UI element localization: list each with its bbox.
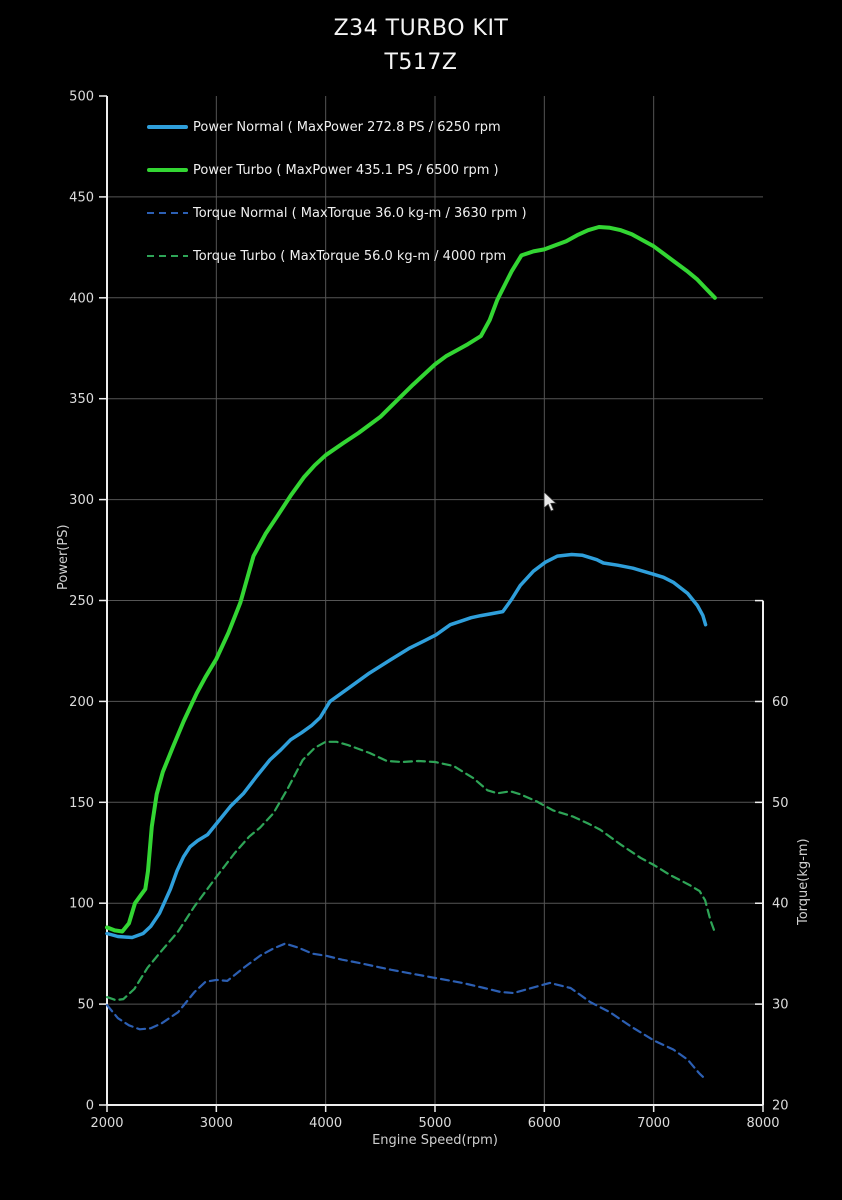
chart-subtitle: T517Z: [384, 50, 458, 75]
bottom-tick-label: 5000: [418, 1116, 451, 1131]
x-axis-label: Engine Speed(rpm): [372, 1133, 498, 1148]
left-tick-label: 0: [86, 1099, 94, 1114]
legend-label: Power Normal ( MaxPower 272.8 PS / 6250 …: [193, 119, 501, 135]
mouse-cursor-icon: [543, 491, 557, 512]
left-tick-label: 400: [69, 291, 94, 306]
left-tick-label: 250: [69, 594, 94, 609]
right-tick-label: 60: [772, 695, 789, 710]
y-axis-label-torque: Torque(kg-m): [796, 838, 811, 925]
bottom-tick-label: 3000: [200, 1116, 233, 1131]
legend-item-torque-turbo: Torque Turbo ( MaxTorque 56.0 kg-m / 400…: [147, 246, 506, 266]
legend-line-power-normal-icon: [147, 125, 188, 129]
legend-item-power-turbo: Power Turbo ( MaxPower 435.1 PS / 6500 r…: [147, 160, 499, 180]
legend-item-power-normal: Power Normal ( MaxPower 272.8 PS / 6250 …: [147, 117, 501, 137]
right-tick-label: 40: [772, 897, 789, 912]
right-tick-label: 30: [772, 998, 789, 1013]
series-torque-turbo: [105, 740, 716, 1002]
legend-line-torque-turbo-icon: [147, 254, 188, 258]
bottom-tick-label: 7000: [637, 1116, 670, 1131]
left-tick-label: 50: [77, 998, 94, 1013]
legend-line-torque-normal-icon: [147, 211, 188, 215]
left-tick-label: 200: [69, 695, 94, 710]
bottom-tick-label: 2000: [90, 1116, 123, 1131]
bottom-tick-label: 4000: [309, 1116, 342, 1131]
left-tick-label: 300: [69, 493, 94, 508]
left-tick-label: 500: [69, 90, 94, 105]
legend-label: Torque Turbo ( MaxTorque 56.0 kg-m / 400…: [193, 248, 507, 264]
legend-label: Torque Normal ( MaxTorque 36.0 kg-m / 36…: [193, 205, 527, 221]
bottom-tick-label: 6000: [528, 1116, 561, 1131]
legend-label: Power Turbo ( MaxPower 435.1 PS / 6500 r…: [193, 162, 499, 178]
left-tick-label: 350: [69, 392, 94, 407]
y-axis-label-power: Power(PS): [56, 524, 71, 590]
legend-line-power-turbo-icon: [147, 168, 188, 172]
left-tick-label: 150: [69, 796, 94, 811]
right-tick-label: 50: [772, 796, 789, 811]
bottom-tick-label: 8000: [746, 1116, 779, 1131]
left-tick-label: 450: [69, 190, 94, 205]
right-tick-label: 20: [772, 1099, 789, 1114]
left-tick-label: 100: [69, 897, 94, 912]
chart-title: Z34 TURBO KIT: [333, 16, 509, 41]
legend-item-torque-normal: Torque Normal ( MaxTorque 36.0 kg-m / 36…: [147, 203, 527, 223]
series-torque-normal: [105, 942, 704, 1078]
series-power-turbo: [105, 225, 717, 934]
series-power-normal: [105, 552, 708, 940]
